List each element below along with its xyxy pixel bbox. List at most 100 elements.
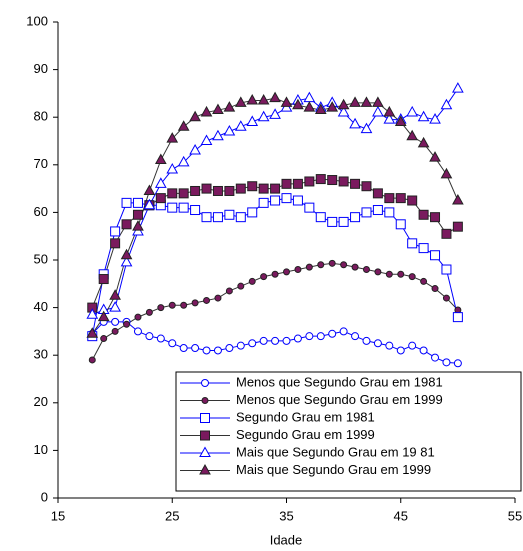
marker (237, 282, 245, 290)
legend-label: Menos que Segundo Grau em 1981 (236, 374, 443, 389)
marker (203, 296, 211, 304)
marker (283, 268, 290, 276)
marker (281, 178, 292, 189)
marker (247, 181, 258, 192)
marker (362, 336, 371, 345)
marker (234, 120, 247, 131)
legend-label: Menos que Segundo Grau em 1999 (236, 392, 443, 407)
marker (372, 188, 383, 199)
marker (361, 181, 372, 192)
x-tick-label: 15 (51, 508, 65, 523)
marker (269, 108, 281, 119)
marker (407, 195, 418, 206)
marker (406, 129, 419, 141)
marker (134, 313, 142, 321)
marker (395, 193, 406, 204)
marker (440, 167, 453, 179)
y-tick-label: 20 (34, 394, 48, 409)
y-tick-label: 40 (34, 299, 48, 314)
marker (178, 202, 189, 213)
x-tick-label: 55 (508, 508, 522, 523)
marker (201, 379, 209, 387)
marker (109, 301, 121, 312)
marker (327, 175, 338, 186)
marker (121, 197, 132, 208)
marker (235, 212, 246, 223)
marker (167, 188, 178, 199)
marker (223, 101, 236, 112)
marker (214, 294, 222, 302)
marker (111, 327, 119, 335)
marker (269, 91, 281, 103)
marker (236, 341, 245, 350)
marker (395, 219, 406, 230)
marker (351, 332, 360, 341)
marker (417, 110, 430, 122)
marker (326, 101, 339, 112)
marker (200, 105, 213, 117)
marker (110, 226, 121, 237)
marker (351, 263, 359, 271)
marker (132, 197, 143, 208)
marker (303, 101, 316, 112)
marker (407, 238, 418, 249)
y-tick-label: 80 (34, 109, 48, 124)
marker (452, 82, 464, 93)
marker (397, 270, 405, 278)
marker (223, 124, 236, 136)
marker (260, 273, 268, 281)
marker (440, 98, 453, 110)
marker (259, 336, 268, 345)
marker (374, 268, 382, 276)
legend-label: Mais que Segundo Grau em 1999 (236, 462, 431, 477)
marker (385, 341, 394, 350)
x-tick-label: 35 (279, 508, 293, 523)
marker (145, 332, 154, 341)
marker (327, 216, 338, 227)
marker (154, 177, 167, 188)
marker (317, 261, 325, 269)
marker (190, 205, 201, 216)
legend-label: Segundo Grau em 1999 (236, 427, 375, 442)
marker (177, 120, 190, 131)
marker (454, 306, 462, 314)
marker (132, 220, 144, 231)
marker (396, 346, 405, 355)
marker (258, 183, 269, 194)
x-tick-label: 25 (165, 508, 179, 523)
marker (328, 259, 336, 267)
marker (86, 327, 99, 338)
marker (201, 397, 209, 404)
marker (157, 304, 165, 312)
marker (190, 185, 201, 196)
marker (166, 163, 179, 174)
marker (189, 110, 201, 122)
marker (452, 221, 463, 232)
marker (248, 339, 257, 348)
marker (337, 105, 350, 117)
y-tick-label: 0 (41, 489, 48, 504)
y-tick-label: 70 (34, 156, 48, 171)
marker (316, 332, 325, 341)
series-line (91, 97, 459, 335)
marker (133, 327, 142, 336)
marker (429, 151, 441, 162)
y-tick-label: 30 (34, 347, 48, 362)
marker (294, 266, 302, 274)
marker (349, 96, 361, 107)
y-tick-label: 100 (26, 13, 48, 28)
marker (340, 261, 348, 269)
marker (305, 332, 314, 341)
marker (420, 277, 428, 285)
marker (120, 248, 133, 260)
marker (383, 113, 396, 124)
marker (292, 195, 303, 206)
marker (441, 264, 452, 275)
marker (418, 209, 429, 220)
marker (338, 216, 349, 227)
y-tick-label: 50 (34, 251, 48, 266)
y-tick-label: 90 (34, 61, 48, 76)
marker (212, 212, 223, 223)
